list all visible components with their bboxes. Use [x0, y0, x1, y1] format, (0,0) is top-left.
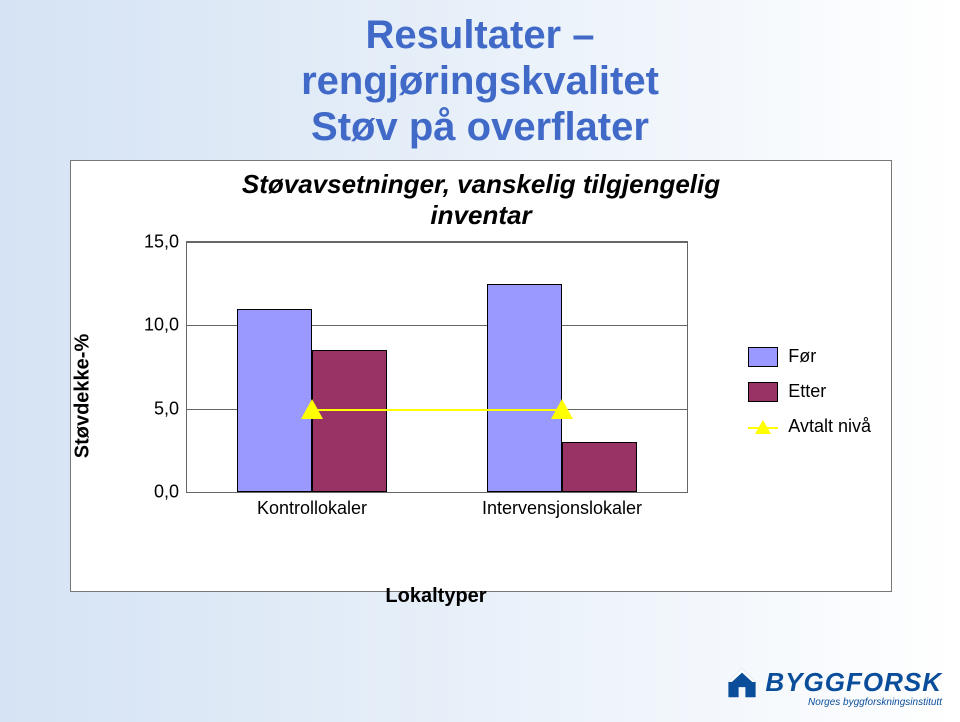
chart-title-line-1: Støvavsetninger, vanskelig tilgjengelig	[242, 169, 720, 199]
legend-label-for: Før	[788, 346, 816, 367]
chart-title-line-2: inventar	[430, 200, 531, 230]
legend-swatch-etter	[748, 382, 778, 402]
avtalt-marker-icon	[551, 399, 573, 419]
legend-item-etter: Etter	[748, 381, 871, 402]
y-tick-label: 5,0	[154, 398, 187, 419]
y-tick-label: 10,0	[144, 315, 187, 336]
y-tick-label: 0,0	[154, 482, 187, 503]
chart-title: Støvavsetninger, vanskelig tilgjengelig …	[71, 169, 891, 231]
title-line-2: rengjøringskvalitet	[0, 58, 960, 104]
bar-før-1	[487, 284, 562, 492]
avtalt-line	[312, 409, 562, 411]
legend-item-for: Før	[748, 346, 871, 367]
legend: Før Etter Avtalt nivå	[748, 346, 871, 451]
gridline	[187, 242, 687, 243]
plot-area: 0,05,010,015,0KontrollokalerIntervensjon…	[186, 241, 688, 493]
x-tick-label: Intervensjonslokaler	[482, 492, 642, 519]
legend-swatch-for	[748, 347, 778, 367]
x-axis-label: Lokaltyper	[385, 585, 486, 608]
footer-logo: BYGGFORSK Norges byggforskningsinstitutt	[725, 665, 942, 708]
title-line-3: Støv på overflater	[0, 104, 960, 150]
logo-subtitle: Norges byggforskningsinstitutt	[808, 697, 942, 708]
bar-etter-1	[562, 442, 637, 492]
slide-title: Resultater – rengjøringskvalitet Støv på…	[0, 0, 960, 150]
avtalt-marker-icon	[301, 399, 323, 419]
logo-text: BYGGFORSK	[765, 667, 942, 698]
plot-wrap: Støvdekke-% 0,05,010,015,0Kontrollokaler…	[131, 241, 691, 551]
legend-label-etter: Etter	[788, 381, 826, 402]
house-icon	[725, 665, 759, 699]
slide: Resultater – rengjøringskvalitet Støv på…	[0, 0, 960, 722]
x-tick-label: Kontrollokaler	[257, 492, 367, 519]
legend-label-avtalt: Avtalt nivå	[788, 416, 871, 437]
y-tick-label: 15,0	[144, 232, 187, 253]
bar-etter-0	[312, 350, 387, 492]
legend-swatch-avtalt	[748, 417, 778, 437]
y-axis-label: Støvdekke-%	[72, 334, 95, 459]
title-line-1: Resultater –	[0, 12, 960, 58]
chart-panel: Støvavsetninger, vanskelig tilgjengelig …	[70, 160, 892, 592]
legend-item-avtalt: Avtalt nivå	[748, 416, 871, 437]
